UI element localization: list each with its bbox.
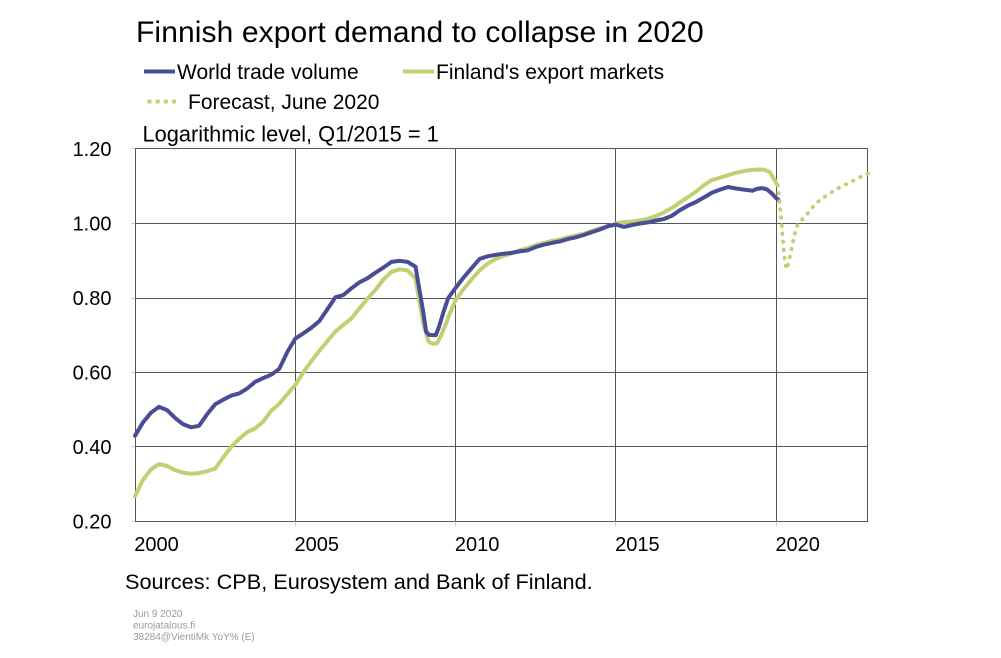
svg-text:eurojatalous.fi: eurojatalous.fi	[133, 621, 195, 632]
svg-text:Finnish export demand to colla: Finnish export demand to collapse in 202…	[136, 16, 704, 49]
svg-text:World trade volume: World trade volume	[177, 61, 359, 84]
svg-text:2020: 2020	[775, 534, 820, 556]
svg-text:0.80: 0.80	[73, 288, 112, 310]
svg-text:Logarithmic level, Q1/2015 = 1: Logarithmic level, Q1/2015 = 1	[143, 122, 439, 147]
svg-text:2000: 2000	[134, 534, 179, 556]
svg-text:0.40: 0.40	[73, 437, 112, 459]
svg-text:1.00: 1.00	[73, 214, 112, 236]
svg-text:Sources: CPB, Eurosystem and B: Sources: CPB, Eurosystem and Bank of Fin…	[125, 569, 593, 594]
svg-text:Jun 9 2020: Jun 9 2020	[133, 609, 183, 620]
svg-text:0.60: 0.60	[73, 363, 112, 385]
svg-text:Finland's export markets: Finland's export markets	[436, 61, 664, 84]
svg-text:2005: 2005	[295, 534, 340, 556]
svg-text:2010: 2010	[455, 534, 500, 556]
svg-text:1.20: 1.20	[73, 139, 112, 161]
svg-text:0.20: 0.20	[73, 512, 112, 534]
svg-text:2015: 2015	[615, 534, 660, 556]
svg-text:38284@VientiMk YoY% (E): 38284@VientiMk YoY% (E)	[133, 632, 255, 643]
svg-text:Forecast, June 2020: Forecast, June 2020	[188, 91, 379, 114]
